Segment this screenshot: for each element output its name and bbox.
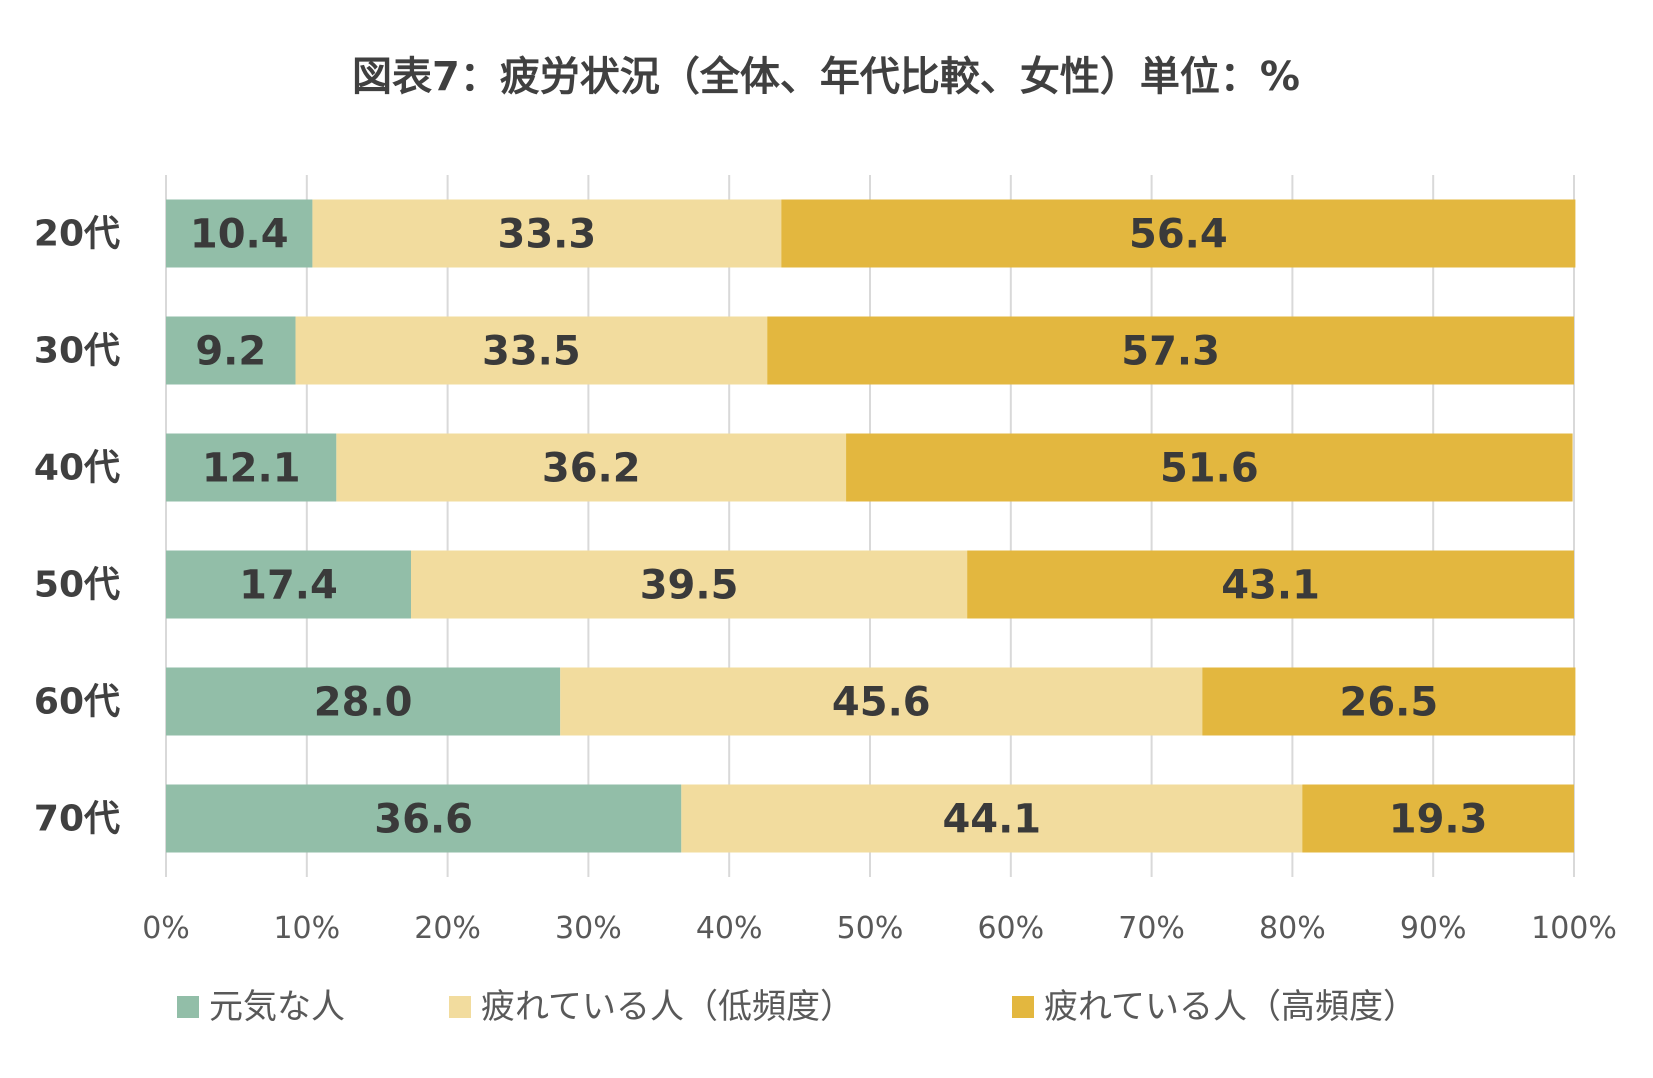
value-axis: 0% 10% 20% 30% 40% 50% 60% 70% 80% 90% 100% [142, 911, 1617, 946]
bar-segment [295, 316, 768, 385]
category-label: 30代 [34, 331, 120, 372]
bar-segment [967, 550, 1574, 619]
bar-segment [166, 316, 296, 385]
bar-segment [166, 199, 313, 268]
x-tick-label: 30% [555, 911, 622, 946]
x-tick-label: 90% [1400, 911, 1467, 946]
chart-title: 図表7：疲労状況（全体、年代比較、女性）単位：% [352, 54, 1300, 100]
bar-segment [312, 199, 782, 268]
category-axis: 20代 30代 40代 50代 60代 70代 [34, 214, 120, 840]
legend-item: 疲れている人（高頻度） [1012, 987, 1417, 1027]
x-tick-label: 50% [837, 911, 904, 946]
legend-item: 疲れている人（低頻度） [449, 987, 854, 1027]
bar-segment [336, 433, 847, 502]
legend-swatch [449, 996, 471, 1018]
legend-label: 疲れている人（高頻度） [1044, 987, 1417, 1027]
x-tick-label: 10% [273, 911, 340, 946]
category-label: 20代 [34, 214, 120, 255]
data-label: 51.6 [1160, 446, 1259, 492]
bar-segment [410, 550, 968, 619]
x-tick-label: 40% [696, 911, 763, 946]
data-label: 33.3 [498, 212, 597, 258]
data-label: 56.4 [1129, 212, 1228, 258]
bar-segment [1202, 667, 1576, 736]
data-label: 36.6 [374, 797, 473, 843]
x-tick-label: 0% [142, 911, 190, 946]
legend: 元気な人 疲れている人（低頻度） 疲れている人（高頻度） [177, 987, 1417, 1027]
x-tick-label: 80% [1259, 911, 1326, 946]
x-tick-label: 100% [1531, 911, 1617, 946]
bar-segment [781, 199, 1576, 268]
data-label: 10.4 [190, 212, 289, 258]
bar-segment [166, 667, 561, 736]
x-tick-label: 20% [414, 911, 481, 946]
bar-segment [166, 784, 682, 853]
bar-segment [166, 550, 411, 619]
bar-segment [166, 433, 337, 502]
x-tick-label: 60% [977, 911, 1044, 946]
data-label: 9.2 [195, 329, 266, 375]
data-label: 17.4 [239, 563, 338, 609]
legend-label: 疲れている人（低頻度） [481, 987, 854, 1027]
legend-item: 元気な人 [177, 987, 345, 1027]
bar-segment [560, 667, 1203, 736]
bar-segment [681, 784, 1303, 853]
category-label: 70代 [34, 799, 120, 840]
legend-label: 元気な人 [209, 987, 345, 1027]
data-label: 45.6 [832, 680, 931, 726]
data-labels: 10.4 33.3 56.4 9.2 33.5 57.3 12.1 36.2 51.6 17.4 3… [190, 212, 1488, 843]
legend-swatch [177, 996, 199, 1018]
data-label: 28.0 [314, 680, 413, 726]
bar-segment [767, 316, 1574, 385]
data-label: 36.2 [542, 446, 641, 492]
gridlines [165, 175, 1575, 877]
bars [166, 199, 1576, 853]
category-label: 40代 [34, 448, 120, 489]
data-label: 26.5 [1339, 680, 1438, 726]
data-label: 44.1 [942, 797, 1041, 843]
data-label: 39.5 [640, 563, 739, 609]
bar-segment [846, 433, 1573, 502]
legend-swatch [1012, 996, 1034, 1018]
data-label: 19.3 [1389, 797, 1488, 843]
data-label: 12.1 [202, 446, 301, 492]
data-label: 33.5 [482, 329, 581, 375]
data-label: 57.3 [1121, 329, 1220, 375]
data-label: 43.1 [1221, 563, 1320, 609]
bar-segment [1302, 784, 1574, 853]
x-tick-label: 70% [1118, 911, 1185, 946]
category-label: 60代 [34, 682, 120, 723]
category-label: 50代 [34, 565, 120, 606]
